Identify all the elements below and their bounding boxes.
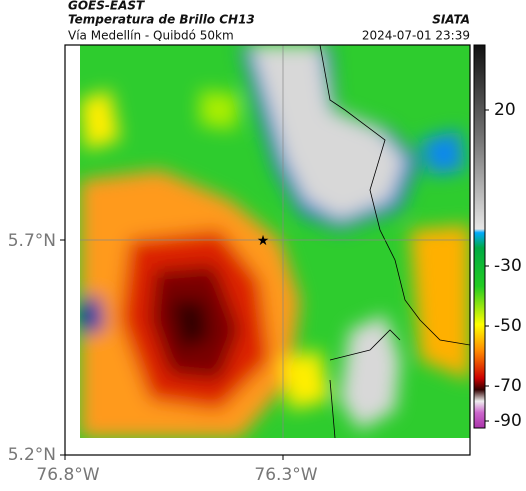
title: GOES-EAST bbox=[68, 0, 145, 13]
colorbar-ticks: 20 -30 -50 -70 -90 bbox=[485, 100, 522, 431]
x-tick-label: 76.3°W bbox=[254, 465, 317, 485]
location-star: ★ bbox=[257, 233, 270, 249]
colorbar-tick-label: -70 bbox=[494, 376, 522, 396]
subtitle: Temperatura de Brillo CH13 bbox=[68, 13, 255, 27]
datetime: 2024-07-01 23:39 bbox=[362, 29, 470, 43]
colorbar-tick-label: -50 bbox=[494, 316, 522, 336]
y-tick-label: 5.7°N bbox=[8, 231, 56, 251]
y-tick-label: 5.2°N bbox=[8, 445, 56, 465]
colorbar-tick-label: -30 bbox=[494, 256, 522, 276]
colorbar-tick-label: -90 bbox=[494, 411, 522, 431]
x-tick-label: 76.8°W bbox=[36, 465, 99, 485]
satellite-image bbox=[80, 45, 470, 438]
source: SIATA bbox=[432, 13, 470, 27]
map-frame bbox=[64, 44, 471, 456]
colorbar bbox=[473, 44, 486, 429]
location: Vía Medellín - Quibdó 50km bbox=[68, 29, 234, 43]
colorbar-tick-label: 20 bbox=[494, 100, 516, 120]
